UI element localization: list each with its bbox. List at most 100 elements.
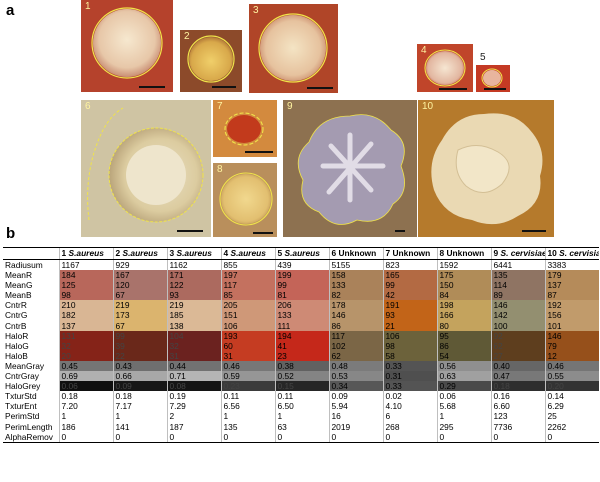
tile-number-2: 2: [184, 31, 190, 42]
table-cell: 125: [58, 280, 113, 291]
tile-number-9: 9: [287, 101, 293, 112]
table-cell: 219: [166, 300, 221, 311]
table-cell: 60: [220, 340, 275, 351]
table-cell: 6.50: [274, 401, 329, 412]
table-row: HaloB 20 22 31 31 23 62 58 54 27 12: [3, 350, 599, 361]
table-cell: 141: [112, 421, 167, 432]
scale-bar: [245, 151, 273, 153]
table-row: PerimStd 1 1 2 1 1 16 6 1 123 25: [3, 411, 599, 422]
table-cell: 0.20: [544, 381, 599, 392]
table-cell: 268: [382, 421, 437, 432]
table-cell: 1592: [436, 259, 491, 271]
table-cell: 99: [274, 280, 329, 291]
row-label: PerimStd: [5, 411, 40, 422]
table-cell: 0.66: [112, 371, 167, 382]
colony-image-2: 2: [180, 30, 242, 92]
colony-image-9: 9: [283, 100, 417, 237]
row-label: CntrG: [5, 310, 28, 321]
panel-b-label: b: [6, 225, 16, 242]
panel-a-label: a: [6, 2, 15, 19]
table-cell: 146: [328, 310, 383, 321]
table-cell: 0.08: [166, 381, 221, 392]
table-cell: 106: [220, 320, 275, 331]
table-cell: 146: [490, 300, 545, 311]
table-cell: 93: [382, 310, 437, 321]
colony-2-drawing: [187, 35, 235, 83]
table-cell: 173: [112, 310, 167, 321]
table-cell: 0.09: [112, 381, 167, 392]
table-cell: 133: [328, 280, 383, 291]
table-cell: 0.06: [58, 381, 113, 392]
row-label: TxturEnt: [5, 401, 37, 412]
row-label: MeanG: [5, 280, 33, 291]
table-cell: 7.17: [112, 401, 167, 412]
scale-bar: [395, 230, 405, 232]
column-organism: S.aureus: [284, 248, 320, 259]
table-cell: 0.34: [328, 381, 383, 392]
table-row: AlphaRemov 0 0 0 0 0 0 0 0 0 0: [3, 431, 599, 443]
table-cell: 0.63: [436, 371, 491, 382]
table-cell: 219: [112, 300, 167, 311]
table-cell: 41: [274, 340, 329, 351]
table-cell: 2019: [328, 421, 383, 432]
table-cell: 191: [382, 300, 437, 311]
table-cell: 2: [166, 411, 221, 422]
column-header: 6 Unknown: [328, 247, 383, 260]
table-row: MeanGray 0.45 0.43 0.44 0.46 0.38 0.48 0.33 0.56…: [3, 360, 599, 372]
tile-number-1: 1: [85, 1, 91, 12]
table-cell: 12: [544, 350, 599, 361]
table-cell: 117: [328, 330, 383, 341]
table-cell: 194: [274, 330, 329, 341]
table-cell: 0.02: [382, 391, 437, 402]
table-cell: 0.11: [274, 391, 329, 402]
column-organism: Unknown: [392, 248, 431, 259]
scale-bar: [139, 86, 165, 88]
table-cell: 1: [112, 411, 167, 422]
table-cell: 58: [382, 350, 437, 361]
table-cell: 62: [328, 350, 383, 361]
table-row: CntrGray 0.69 0.66 0.71 0.59 0.52 0.53 0.31 0.63…: [3, 371, 599, 382]
scale-bar: [307, 87, 333, 89]
table-cell: 98: [382, 340, 437, 351]
column-number: 6: [331, 248, 339, 259]
table-cell: 0: [328, 431, 383, 443]
row-label: HaloR: [5, 330, 29, 341]
table-row: HaloR 131 99 104 193 194 117 106 95 92 146: [3, 330, 599, 341]
table-cell: 111: [274, 320, 329, 331]
table-row: CntrR 210 219 219 205 206 178 191 198 146 192: [3, 300, 599, 311]
table-cell: 82: [328, 290, 383, 301]
table-cell: 7.20: [58, 401, 113, 412]
table-cell: 929: [112, 259, 167, 271]
table-cell: 0.33: [382, 381, 437, 392]
table-cell: 156: [544, 310, 599, 321]
table-cell: 150: [436, 280, 491, 291]
table-cell: 5155: [328, 259, 383, 271]
table-cell: 192: [544, 300, 599, 311]
metrics-table: 1 S.aureus 2 S.aureus 3 S.aureus 4 S.aureus…: [3, 247, 599, 443]
table-cell: 117: [220, 280, 275, 291]
table-cell: 199: [274, 270, 329, 281]
table-cell: 0: [382, 431, 437, 443]
colony-4-drawing: [424, 49, 466, 87]
colony-8-drawing: [219, 172, 273, 226]
table-cell: 102: [328, 340, 383, 351]
table-cell: 81: [274, 290, 329, 301]
tile-number-4: 4: [421, 45, 427, 56]
colony-7-drawing: [224, 112, 264, 146]
table-cell: 179: [544, 270, 599, 281]
table-cell: 67: [112, 290, 167, 301]
table-cell: 206: [274, 300, 329, 311]
table-cell: 0.43: [112, 360, 167, 372]
column-number: 4: [223, 248, 231, 259]
table-cell: 62: [490, 340, 545, 351]
table-cell: 823: [382, 259, 437, 271]
table-cell: 0.16: [490, 391, 545, 402]
table-cell: 6.56: [220, 401, 275, 412]
row-label: CntrGray: [5, 371, 39, 382]
table-cell: 0.18: [112, 391, 167, 402]
row-label: HaloB: [5, 350, 28, 361]
table-cell: 182: [58, 310, 113, 321]
column-number: 7: [385, 248, 393, 259]
column-organism: Unknown: [446, 248, 485, 259]
table-cell: 99: [112, 330, 167, 341]
